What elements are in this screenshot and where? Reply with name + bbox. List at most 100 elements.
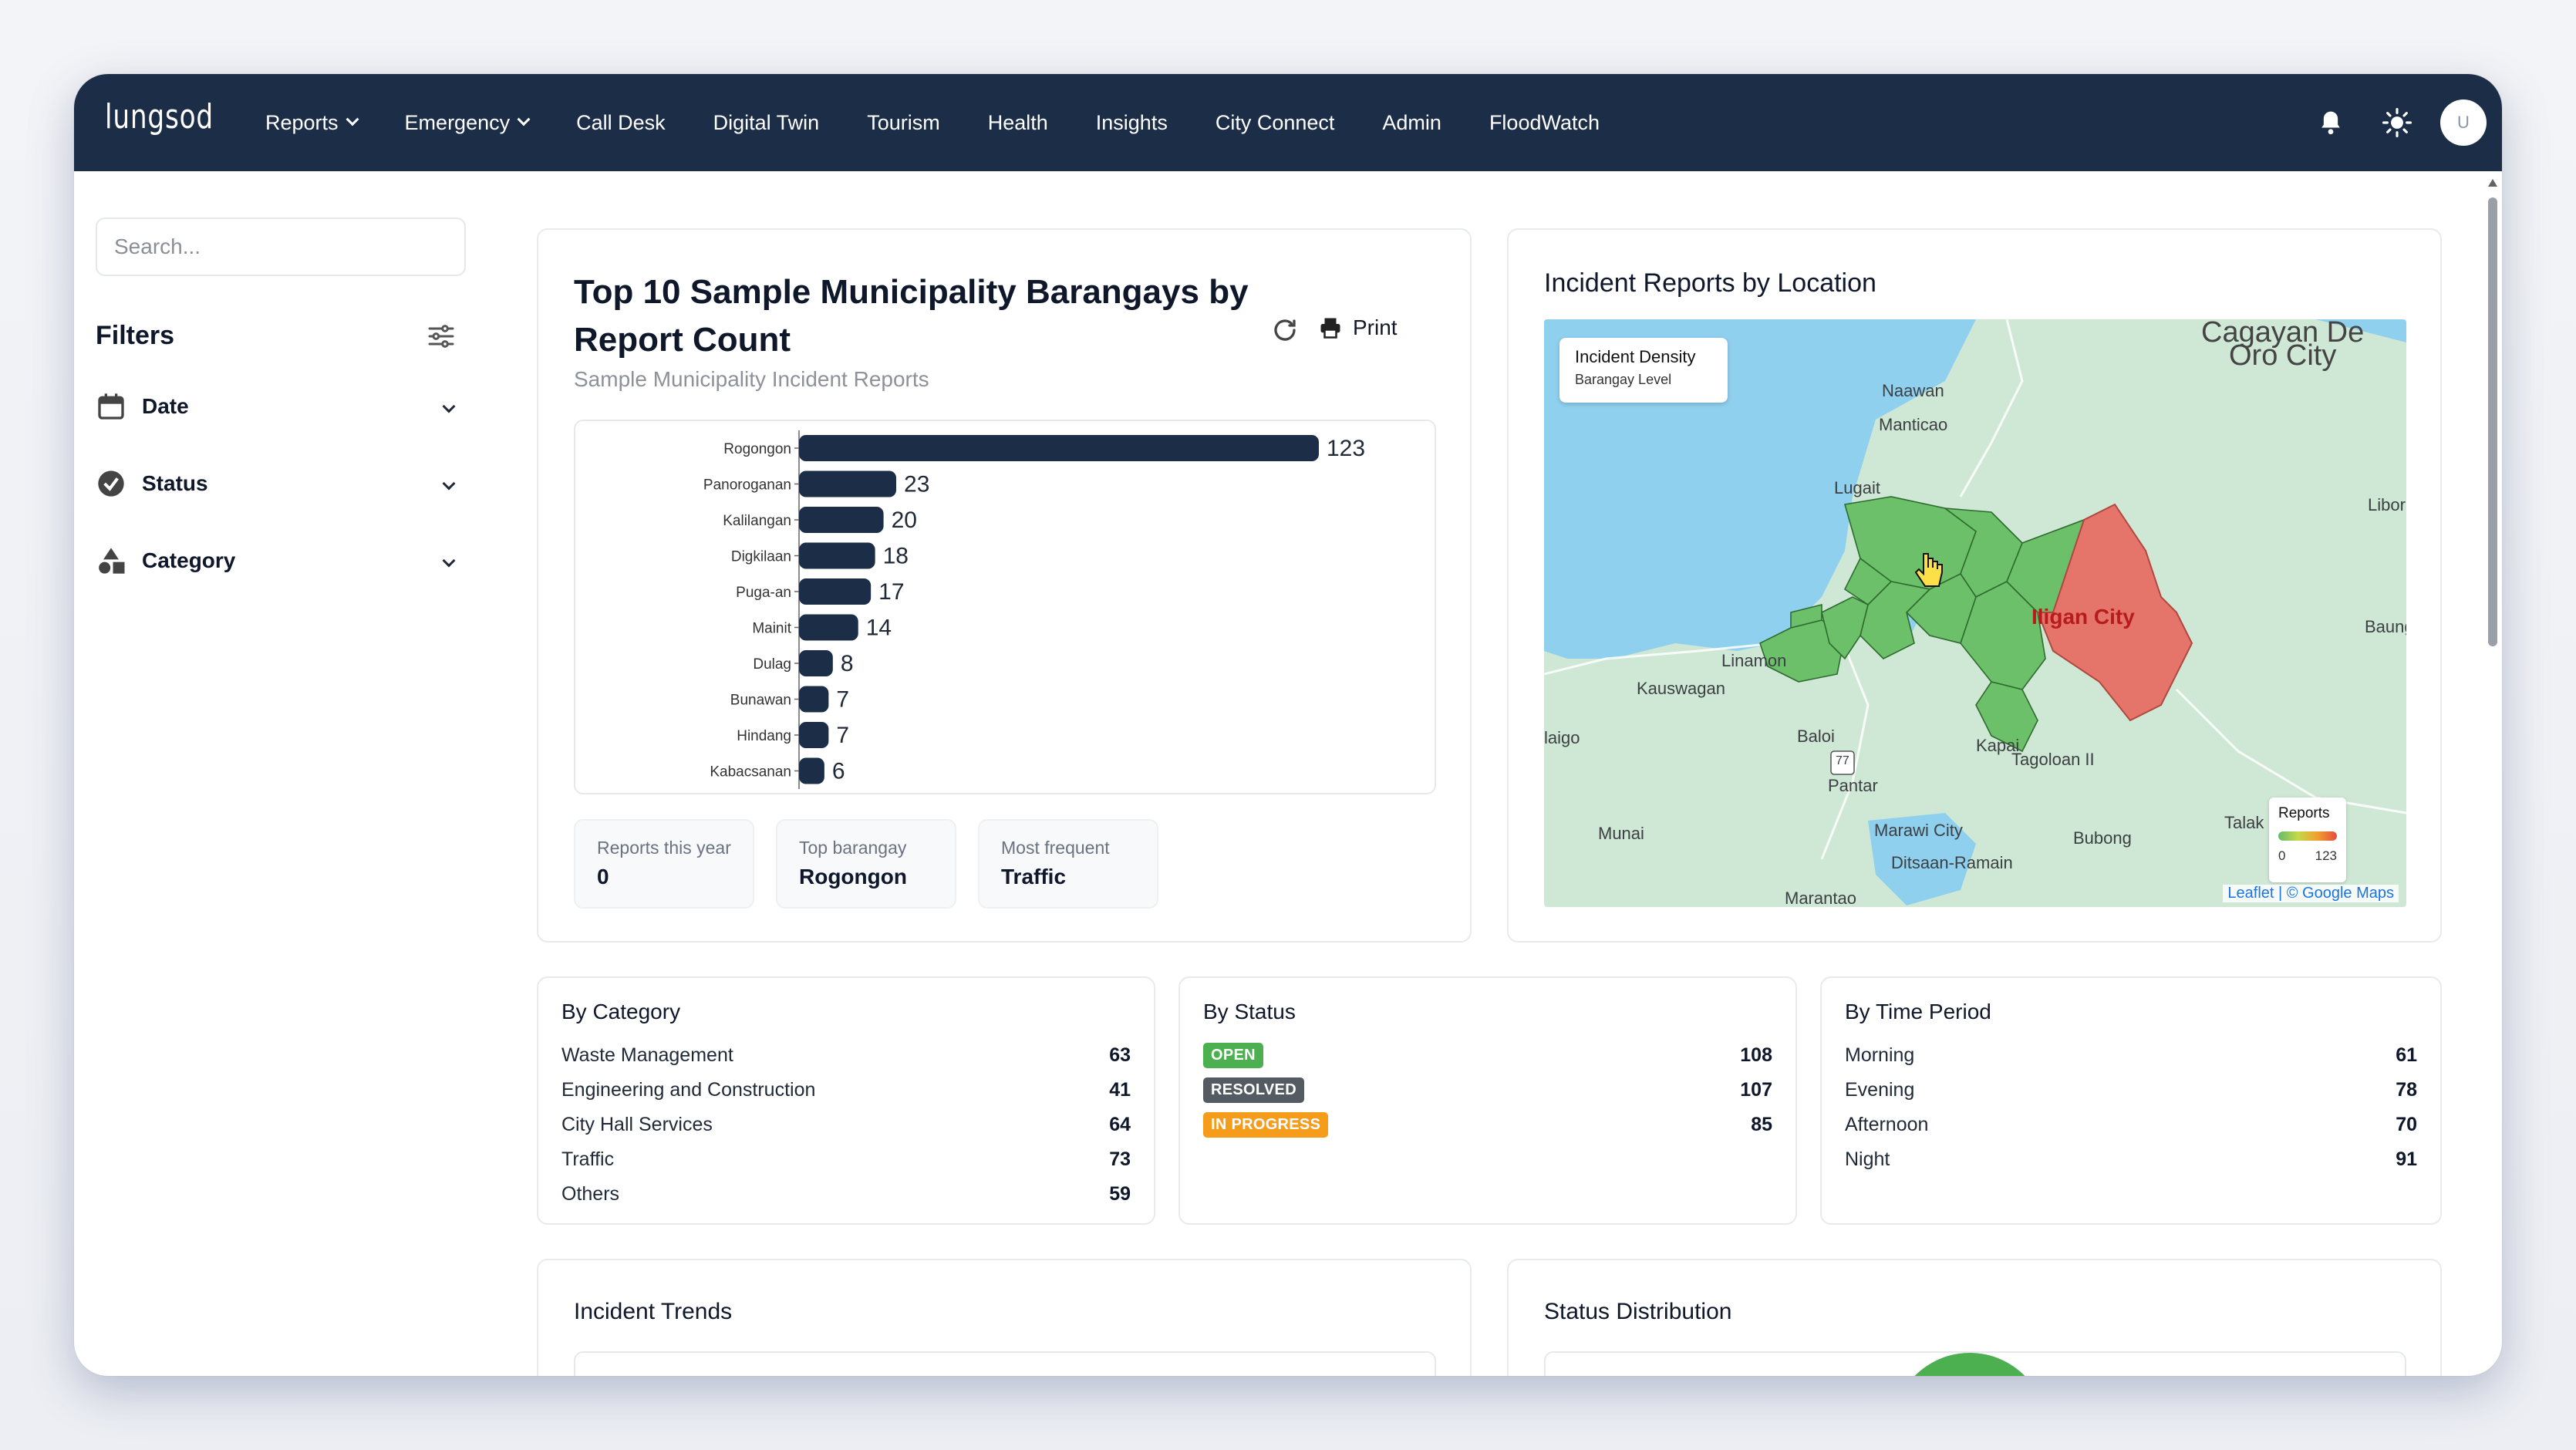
nav-item-floodwatch[interactable]: FloodWatch xyxy=(1489,110,1600,134)
nav-item-insights[interactable]: Insights xyxy=(1095,110,1168,134)
density-title: Incident Density xyxy=(1575,347,1696,366)
refresh-icon[interactable] xyxy=(1271,316,1299,344)
filter-status[interactable]: Status xyxy=(96,464,463,503)
bar[interactable] xyxy=(799,686,829,713)
bar[interactable] xyxy=(799,614,858,641)
filter-date[interactable]: Date xyxy=(96,387,463,426)
filters-title: Filters xyxy=(96,321,175,350)
list-item: RESOLVED 107 xyxy=(1203,1073,1772,1108)
map-label: Marawi City xyxy=(1874,821,1963,840)
map-label: Naawan xyxy=(1882,381,1944,400)
bar-category-label: Dulag xyxy=(753,656,791,673)
route-shield-label: 77 xyxy=(1836,754,1849,767)
bar[interactable] xyxy=(799,507,884,533)
density-subtitle: Barangay Level xyxy=(1575,372,1672,387)
bar-value-label: 8 xyxy=(841,651,854,676)
bar-category-label: Puga-an xyxy=(736,585,791,601)
bar[interactable] xyxy=(799,435,1319,461)
row-label: Traffic xyxy=(561,1148,615,1170)
top10-title: Top 10 Sample Municipality Barangays by … xyxy=(574,273,1249,359)
map-attribution[interactable]: Leaflet | © Google Maps xyxy=(2223,885,2399,902)
search-input[interactable] xyxy=(96,218,466,276)
stat-label: Reports this year xyxy=(597,838,731,858)
bar-value-label: 7 xyxy=(836,723,849,748)
list-item: Afternoon 70 xyxy=(1845,1108,2417,1142)
top-navbar: lungsod Reports Emergency Call Desk Digi… xyxy=(74,74,2502,171)
status-badge-in-progress: IN PROGRESS xyxy=(1203,1112,1329,1138)
by-time-card: By Time Period Morning 61 Evening 78 After… xyxy=(1820,976,2442,1225)
map-label: Oro City xyxy=(2229,339,2337,372)
stat-value: Rogongon xyxy=(799,865,907,889)
bar-category-label: Hindang xyxy=(737,728,791,744)
incident-map[interactable]: Cagayan De Oro City Naawan Manticao Luga… xyxy=(1544,319,2406,907)
map-label: Cagayan De xyxy=(2201,319,2365,349)
bar-value-label: 123 xyxy=(1327,436,1365,461)
bell-icon[interactable] xyxy=(2311,103,2351,143)
app-logo[interactable]: lungsod xyxy=(105,97,214,137)
bar[interactable] xyxy=(799,470,897,497)
bar[interactable] xyxy=(799,757,824,784)
map-label: Manticao xyxy=(1879,415,1948,434)
bar[interactable] xyxy=(799,722,829,748)
print-label: Print xyxy=(1353,315,1398,339)
bar-chart-container: Rogongon 123 Panoroganan 23 Kalilangan 20 Digk… xyxy=(574,420,1436,794)
list-item: IN PROGRESS 85 xyxy=(1203,1108,1772,1142)
status-distribution-title: Status Distribution xyxy=(1544,1299,1732,1324)
legend-gradient xyxy=(2278,831,2337,841)
nav-item-admin[interactable]: Admin xyxy=(1382,110,1441,134)
user-avatar[interactable]: U xyxy=(2440,99,2487,146)
map-label: Kauswagan xyxy=(1637,679,1725,698)
by-status-title: By Status xyxy=(1203,1000,1296,1023)
row-value: 59 xyxy=(1109,1183,1131,1205)
bar-category-label: Mainit xyxy=(752,621,791,637)
sliders-icon[interactable] xyxy=(426,321,457,352)
row-label: Morning xyxy=(1845,1044,1915,1066)
filter-category-label: Category xyxy=(142,548,236,572)
bar-value-label: 23 xyxy=(904,472,929,497)
map-card: Incident Reports by Location xyxy=(1507,228,2442,942)
bar-value-label: 18 xyxy=(883,544,909,569)
map-label: Bubong xyxy=(2073,828,2132,848)
bar[interactable] xyxy=(799,578,872,605)
bar-category-label: Bunawan xyxy=(730,693,791,709)
nav-item-city-connect[interactable]: City Connect xyxy=(1215,110,1335,134)
bar-category-label: Kalilangan xyxy=(723,513,791,529)
nav-item-emergency[interactable]: Emergency xyxy=(405,111,531,135)
stat-top-barangay: Top barangay Rogongon xyxy=(776,819,956,909)
row-value: 108 xyxy=(1740,1044,1772,1066)
top10-card: Top 10 Sample Municipality Barangays by … xyxy=(537,228,1472,942)
row-label: Evening xyxy=(1845,1079,1915,1101)
row-value: 91 xyxy=(2396,1148,2417,1170)
map-legend: Reports 0 123 xyxy=(2269,798,2346,882)
map-label: Baung xyxy=(2365,617,2406,636)
incident-trends-title: Incident Trends xyxy=(574,1299,733,1324)
sun-icon[interactable] xyxy=(2377,103,2417,143)
by-category-title: By Category xyxy=(561,1000,681,1023)
legend-min: 0 xyxy=(2278,848,2286,863)
stat-reports-this-year: Reports this year 0 xyxy=(574,819,754,909)
legend-max: 123 xyxy=(2315,848,2337,863)
nav-menu: Reports Emergency Call Desk Digital Twin… xyxy=(265,74,1647,171)
map-label: Kapai xyxy=(1976,736,2020,755)
nav-item-tourism[interactable]: Tourism xyxy=(867,110,940,134)
row-label: City Hall Services xyxy=(561,1114,713,1135)
nav-item-digital-twin[interactable]: Digital Twin xyxy=(713,110,820,134)
print-button[interactable]: Print xyxy=(1310,309,1407,347)
scrollbar-thumb[interactable] xyxy=(2488,197,2497,646)
shapes-icon xyxy=(99,548,125,574)
scroll-up-arrow-icon[interactable] xyxy=(2488,179,2497,187)
chevron-down-icon xyxy=(442,400,456,413)
map-label: Baloi xyxy=(1797,727,1835,746)
stat-value: Traffic xyxy=(1001,865,1067,889)
nav-item-reports[interactable]: Reports xyxy=(265,111,359,135)
filter-category[interactable]: Category xyxy=(96,541,463,580)
app-window: lungsod Reports Emergency Call Desk Digi… xyxy=(74,74,2502,1376)
filter-date-label: Date xyxy=(142,394,189,418)
chevron-down-icon xyxy=(346,113,359,126)
bar[interactable] xyxy=(799,650,833,676)
nav-item-health[interactable]: Health xyxy=(987,110,1048,134)
nav-item-call-desk[interactable]: Call Desk xyxy=(576,110,666,134)
row-label: Others xyxy=(561,1183,620,1205)
bar[interactable] xyxy=(799,542,875,569)
map-label: laigo xyxy=(1544,728,1580,747)
